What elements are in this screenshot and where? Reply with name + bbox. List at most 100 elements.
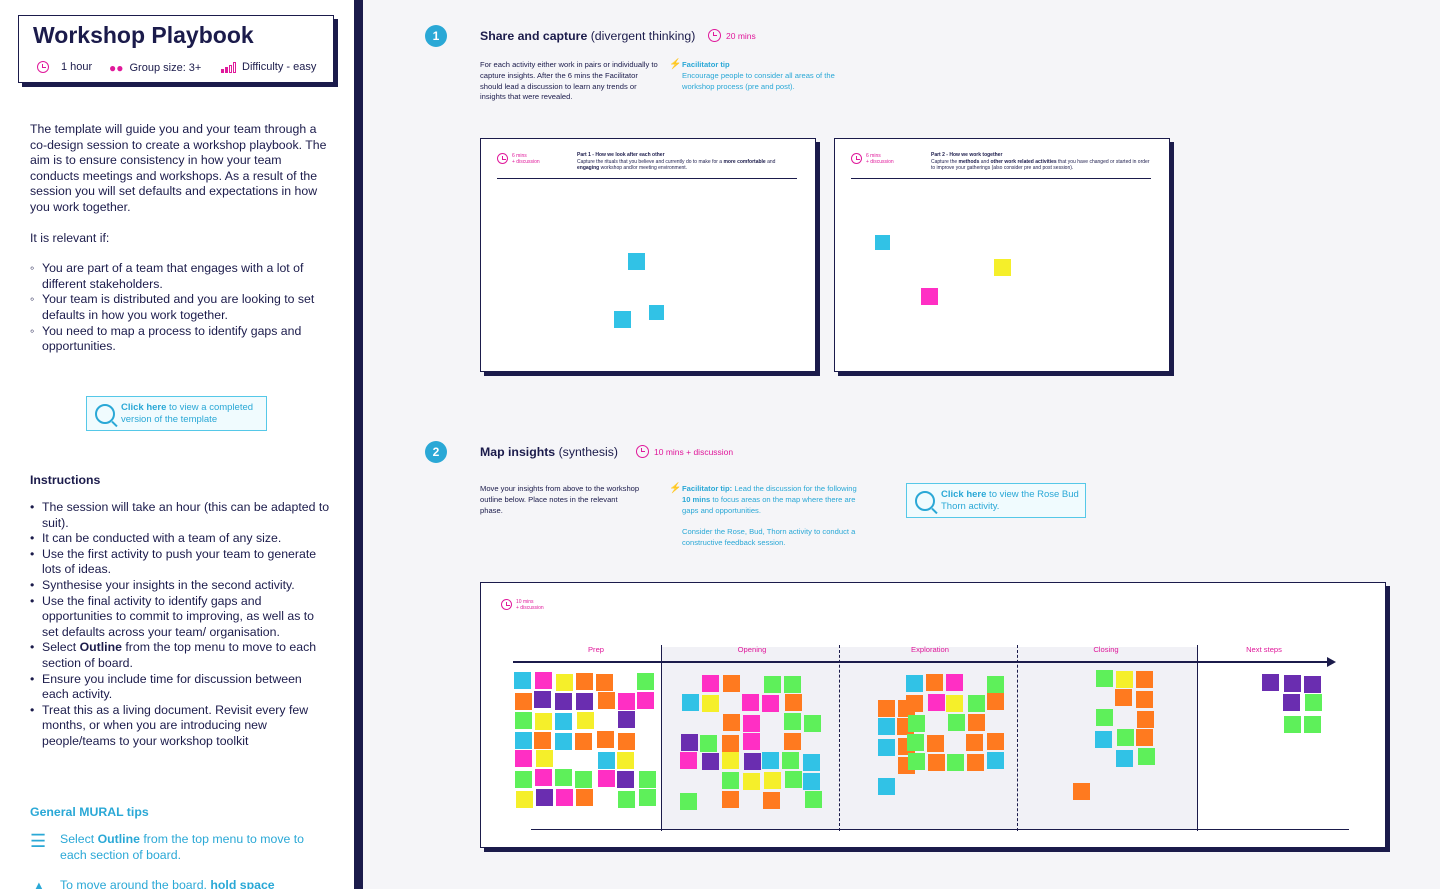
sticky-note[interactable] — [575, 732, 593, 750]
sticky-note[interactable] — [1284, 716, 1302, 734]
sticky-note[interactable] — [722, 734, 740, 752]
sticky-note[interactable] — [639, 789, 657, 807]
sticky-note[interactable] — [804, 714, 822, 732]
part-2-frame[interactable]: 6 mins + discussion Part 2 - How we work … — [834, 138, 1170, 372]
sticky-note[interactable] — [784, 732, 802, 750]
sticky-note[interactable] — [680, 733, 698, 751]
sticky-note[interactable] — [782, 751, 800, 769]
sticky-note[interactable] — [945, 694, 963, 712]
sticky-note[interactable] — [556, 674, 574, 692]
sticky-note[interactable] — [576, 693, 594, 711]
sticky-note[interactable] — [743, 733, 761, 750]
sticky-note[interactable] — [875, 235, 890, 250]
sticky-note[interactable] — [596, 673, 614, 691]
sticky-note[interactable] — [721, 772, 739, 790]
sticky-note[interactable] — [878, 778, 896, 796]
sticky-note[interactable] — [723, 714, 741, 732]
sticky-note[interactable] — [617, 790, 635, 808]
sticky-note[interactable] — [1096, 709, 1114, 727]
workshop-outline-frame[interactable]: 10 mins + discussion Prep Opening Explora… — [480, 582, 1386, 848]
sticky-note[interactable] — [967, 695, 985, 713]
sticky-note[interactable] — [516, 790, 534, 808]
sticky-note[interactable] — [1304, 694, 1322, 712]
sticky-note[interactable] — [1283, 694, 1301, 712]
sticky-note[interactable] — [597, 691, 615, 709]
sticky-note[interactable] — [965, 733, 983, 751]
sticky-note[interactable] — [908, 715, 926, 733]
sticky-note[interactable] — [987, 732, 1005, 750]
sticky-note[interactable] — [514, 712, 532, 730]
sticky-note[interactable] — [878, 699, 896, 717]
sticky-note[interactable] — [577, 711, 595, 729]
sticky-note[interactable] — [535, 789, 553, 807]
sticky-note[interactable] — [743, 714, 761, 732]
sticky-note[interactable] — [700, 734, 718, 752]
sticky-note[interactable] — [986, 693, 1004, 711]
sticky-note[interactable] — [614, 311, 631, 328]
completed-template-link[interactable]: Click here to view a completed version o… — [86, 396, 267, 431]
sticky-note[interactable] — [947, 754, 965, 772]
sticky-note[interactable] — [554, 712, 572, 730]
sticky-note[interactable] — [535, 769, 552, 787]
sticky-note[interactable] — [639, 770, 656, 788]
sticky-note[interactable] — [877, 739, 895, 757]
sticky-note[interactable] — [554, 732, 572, 750]
sticky-note[interactable] — [617, 732, 635, 750]
sticky-note[interactable] — [721, 791, 739, 809]
sticky-note[interactable] — [1283, 675, 1301, 693]
sticky-note[interactable] — [702, 675, 720, 693]
part-1-frame[interactable]: 6 mins + discussion Part 1 - How we look … — [480, 138, 816, 372]
sticky-note[interactable] — [987, 751, 1005, 769]
sticky-note[interactable] — [994, 259, 1011, 276]
sticky-note[interactable] — [783, 713, 801, 731]
sticky-note[interactable] — [597, 770, 615, 788]
sticky-note[interactable] — [761, 694, 779, 712]
sticky-note[interactable] — [803, 753, 821, 771]
sticky-note[interactable] — [1072, 782, 1090, 800]
sticky-note[interactable] — [1137, 747, 1155, 765]
sticky-note[interactable] — [598, 752, 616, 770]
sticky-note[interactable] — [763, 791, 781, 809]
sticky-note[interactable] — [1115, 689, 1133, 707]
sticky-note[interactable] — [515, 693, 533, 711]
sticky-note[interactable] — [1115, 671, 1133, 689]
sticky-note[interactable] — [534, 691, 552, 709]
sticky-note[interactable] — [649, 305, 664, 320]
sticky-note[interactable] — [575, 672, 593, 690]
sticky-note[interactable] — [784, 676, 802, 694]
sticky-note[interactable] — [926, 734, 944, 752]
sticky-note[interactable] — [905, 675, 923, 693]
sticky-note[interactable] — [764, 676, 782, 694]
sticky-note[interactable] — [1135, 729, 1153, 747]
sticky-note[interactable] — [925, 674, 943, 692]
sticky-note[interactable] — [907, 733, 925, 751]
sticky-note[interactable] — [743, 772, 761, 790]
sticky-note[interactable] — [1262, 673, 1280, 691]
rose-bud-thorn-link[interactable]: Click here to view the Rose Bud Thorn ac… — [906, 483, 1086, 518]
sticky-note[interactable] — [637, 691, 655, 709]
mural-canvas[interactable]: 1 Share and capture (divergent thinking)… — [363, 0, 1440, 889]
sticky-note[interactable] — [575, 770, 593, 788]
sticky-note[interactable] — [742, 693, 759, 711]
sticky-note[interactable] — [947, 713, 965, 731]
sticky-note[interactable] — [927, 754, 945, 772]
sticky-note[interactable] — [514, 732, 532, 750]
sticky-note[interactable] — [987, 675, 1005, 693]
sticky-note[interactable] — [682, 694, 700, 711]
sticky-note[interactable] — [628, 253, 645, 270]
sticky-note[interactable] — [968, 714, 986, 732]
sticky-note[interactable] — [617, 710, 635, 728]
sticky-note[interactable] — [1116, 729, 1134, 747]
sticky-note[interactable] — [617, 770, 635, 788]
sticky-note[interactable] — [536, 750, 554, 768]
sticky-note[interactable] — [616, 752, 634, 770]
sticky-note[interactable] — [802, 772, 820, 790]
sticky-note[interactable] — [637, 672, 655, 690]
sticky-note[interactable] — [534, 731, 552, 749]
sticky-note[interactable] — [555, 788, 573, 806]
sticky-note[interactable] — [575, 788, 593, 806]
sticky-note[interactable] — [1136, 690, 1154, 708]
sticky-note[interactable] — [921, 288, 938, 305]
sticky-note[interactable] — [805, 790, 823, 808]
sticky-note[interactable] — [514, 770, 532, 788]
